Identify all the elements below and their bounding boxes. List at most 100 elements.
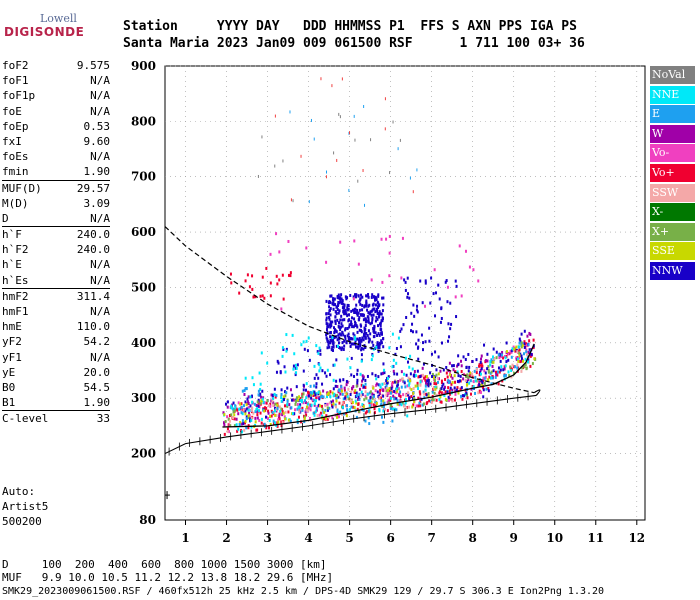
- echo-point-nne: [332, 378, 335, 382]
- echo-point-nnw: [520, 332, 523, 336]
- echo-point-nnw: [329, 325, 332, 329]
- echo-point-nnw: [382, 345, 385, 349]
- echo-point-vo: [478, 363, 481, 367]
- echo-point-vo: [276, 282, 279, 286]
- echo-point-nnw: [245, 415, 248, 419]
- echo-point-ssw: [278, 405, 281, 409]
- echo-point-ssw: [350, 390, 353, 394]
- echo-point-w: [247, 401, 250, 405]
- echo-point-w: [361, 374, 364, 378]
- echo-point-nne: [516, 357, 519, 361]
- echo-point-nnw: [302, 383, 305, 387]
- echo-point-nnw: [440, 387, 443, 391]
- echo-point-x: [466, 393, 469, 397]
- echo-point-e: [321, 394, 324, 398]
- echo-point-nne: [241, 430, 244, 434]
- echo-point-w: [281, 413, 284, 417]
- echo-point-nnw: [341, 324, 344, 328]
- param-label: foF2: [2, 59, 29, 72]
- echo-point-vo: [466, 396, 469, 400]
- echo-point-vo: [356, 407, 359, 411]
- echo-point-nnw: [335, 305, 338, 309]
- echo-point-vo: [353, 390, 356, 394]
- echo-point-nnw: [380, 331, 383, 335]
- echo-point-vo: [259, 411, 262, 415]
- echo-point-nne: [297, 406, 300, 410]
- x-tick-label: 8: [469, 531, 477, 545]
- echo-point-x: [495, 356, 498, 360]
- echo-point-nnw: [334, 384, 337, 388]
- echo-point-nnw: [332, 300, 335, 304]
- echo-point-nnw: [341, 331, 344, 335]
- echo-point-nnw: [451, 364, 454, 368]
- echo-point-nnw: [328, 323, 331, 327]
- echo-point-vo: [513, 365, 516, 369]
- echo-point-ssw: [401, 377, 404, 381]
- echo-point-nnw: [434, 350, 437, 354]
- echo-point-sse: [336, 415, 339, 419]
- echo-point-e: [271, 411, 274, 415]
- echo-point-vo: [510, 350, 513, 354]
- echo-point-vo: [261, 294, 264, 298]
- echo-point-nnw: [373, 325, 376, 329]
- echo-point-nnw: [365, 331, 368, 335]
- echo-point-nnw: [345, 341, 348, 345]
- echo-point-vo: [525, 342, 528, 346]
- echo-point-nnw: [354, 339, 357, 343]
- echo-point-e: [346, 404, 349, 408]
- param-row: yF2 54.2: [2, 334, 110, 349]
- echo-point-nnw: [467, 352, 470, 356]
- echo-point-upper: [331, 84, 333, 88]
- echo-point-vo: [472, 380, 475, 384]
- echo-point-w: [243, 392, 246, 396]
- echo-point-vo: [386, 391, 389, 395]
- echo-point-nnw: [361, 336, 364, 340]
- echo-point-nnw: [329, 313, 332, 317]
- echo-point-nnw: [404, 288, 407, 292]
- echo-point-nne: [472, 385, 475, 389]
- echo-point-nnw: [344, 309, 347, 313]
- echo-point-vo: [237, 401, 240, 405]
- echo-point-nnw: [390, 386, 393, 390]
- param-label: yF2: [2, 335, 22, 349]
- echo-point-vo: [440, 379, 443, 383]
- echo-point-x: [347, 397, 350, 401]
- echo-point-vo: [446, 375, 449, 379]
- echo-point-nnw: [265, 415, 268, 419]
- echo-point-nnw: [348, 323, 351, 327]
- echo-point-nnw: [361, 303, 364, 307]
- echo-point-nne: [321, 414, 324, 418]
- param-row: D N/A: [2, 211, 110, 226]
- echo-point-e: [407, 379, 410, 383]
- echo-point-nnw: [394, 352, 397, 356]
- echo-point-w: [400, 370, 403, 374]
- echo-point-nnw: [351, 316, 354, 320]
- echo-point-vo: [330, 403, 333, 407]
- echo-point-nnw: [315, 385, 318, 389]
- echo-point-nnw: [413, 373, 416, 377]
- echo-point-x: [431, 372, 434, 376]
- echo-point-vo: [428, 399, 431, 403]
- echo-point-nnw: [368, 303, 371, 307]
- echo-point-vo: [478, 364, 481, 368]
- echo-point-nnw: [383, 371, 386, 375]
- echo-point-sse: [439, 395, 442, 399]
- echo-point-e: [380, 415, 383, 419]
- echo-point-vo: [280, 307, 283, 311]
- echo-point-ssw: [243, 428, 246, 432]
- echo-point-nne: [301, 400, 304, 404]
- echo-point-nnw: [291, 393, 294, 397]
- echo-point-nnw: [319, 352, 322, 356]
- echo-point-sse: [244, 419, 247, 423]
- echo-point-nnw: [350, 342, 353, 346]
- echo-point-nnw: [452, 364, 455, 368]
- echo-point-nnw: [343, 339, 346, 343]
- echo-point-x: [401, 401, 404, 405]
- echo-point-nnw: [518, 337, 521, 341]
- echo-point-upper: [370, 138, 372, 142]
- echo-point-nne: [315, 344, 318, 348]
- echo-point-nne: [318, 346, 321, 350]
- echo-point-nnw: [429, 382, 432, 386]
- echo-point-nne: [395, 361, 398, 365]
- echo-point-nnw: [348, 341, 351, 345]
